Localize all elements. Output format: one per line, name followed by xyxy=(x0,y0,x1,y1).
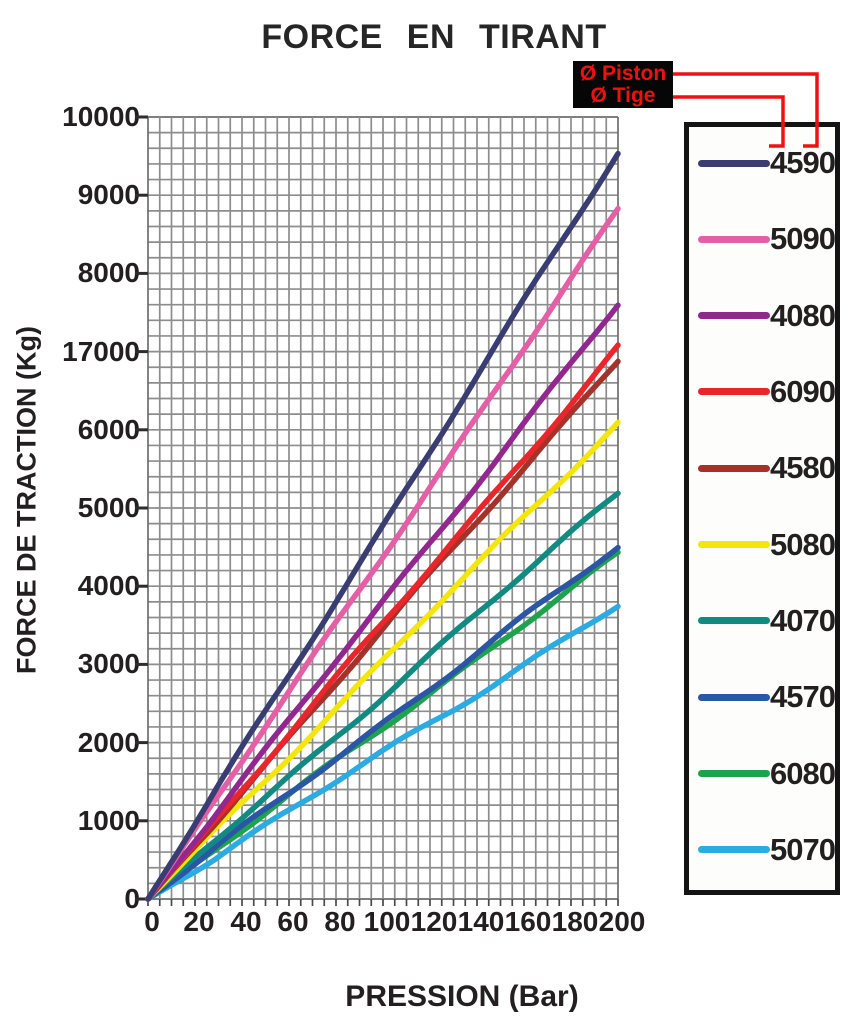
legend-swatch-4570 xyxy=(698,693,770,701)
x-tick-label-100: 100 xyxy=(363,906,411,937)
x-tick-label-120: 120 xyxy=(410,906,458,937)
legend-code-4070: 4070 xyxy=(770,602,836,638)
y-tick-label-5000: 5000 xyxy=(77,492,140,523)
legend-item-4080: 4080 xyxy=(689,297,836,334)
legend-code-5070: 5070 xyxy=(770,831,836,867)
y-tick-label-3000: 3000 xyxy=(77,648,140,680)
legend-code-6080: 6080 xyxy=(770,755,836,791)
legend-swatch-4590 xyxy=(698,159,770,167)
series-line-6080 xyxy=(145,549,621,902)
series-line-4070 xyxy=(145,490,621,902)
legend-item-4590: 4590 xyxy=(689,145,836,181)
x-tick-label-180: 180 xyxy=(551,906,599,937)
series-line-4080 xyxy=(145,302,621,902)
legend-swatch-6090 xyxy=(698,388,770,396)
series-line-4580 xyxy=(145,358,621,902)
series-line-5080 xyxy=(145,419,621,902)
y-tick-label-10000: 10000 xyxy=(62,101,140,132)
y-tick-label-0: 0 xyxy=(124,883,140,914)
legend-box: 4590 5090 4080 6090 4580 5080 4070 4570 6080 5070 xyxy=(684,122,840,895)
legend-swatch-6080 xyxy=(698,770,770,778)
tige-diameter-label: Ø Tige xyxy=(590,83,656,107)
y-tick-label-1000: 1000 xyxy=(77,804,140,836)
legend-code-4080: 4080 xyxy=(770,297,836,333)
legend-code-4580: 4580 xyxy=(770,450,836,486)
legend-code-6090: 6090 xyxy=(770,373,836,409)
legend-swatch-5090 xyxy=(698,235,770,243)
x-tick-label-0: 0 xyxy=(144,906,160,937)
x-tick-label-140: 140 xyxy=(457,906,505,937)
x-tick-label-60: 60 xyxy=(277,906,309,937)
legend-item-6090: 6090 xyxy=(689,373,836,410)
legend-swatch-4580 xyxy=(698,464,770,472)
legend-code-4590: 4590 xyxy=(770,145,836,180)
y-tick-label-6000: 6000 xyxy=(77,413,140,445)
legend-swatch-4080 xyxy=(698,312,770,320)
y-tick-label-4000: 4000 xyxy=(77,570,140,602)
legend-item-5080: 5080 xyxy=(689,526,836,563)
piston-diameter-label: Ø Piston xyxy=(579,61,667,85)
y-tick-label-17000: 17000 xyxy=(62,335,140,367)
legend-code-5090: 5090 xyxy=(770,221,836,257)
x-tick-label-80: 80 xyxy=(324,906,356,937)
series-line-5090 xyxy=(145,205,621,902)
legend-swatch-5080 xyxy=(698,541,770,549)
legend-item-4570: 4570 xyxy=(689,679,836,715)
series-line-4570 xyxy=(145,544,621,902)
legend-swatch-4070 xyxy=(698,617,770,625)
y-tick-label-8000: 8000 xyxy=(77,257,140,289)
legend-item-5090: 5090 xyxy=(689,221,836,257)
legend-code-5080: 5080 xyxy=(770,526,836,562)
chart-title: FORCE EN TIRANT xyxy=(261,18,607,56)
series-line-4590 xyxy=(145,150,621,902)
y-tick-label-2000: 2000 xyxy=(77,726,140,758)
y-tick-label-9000: 9000 xyxy=(77,179,140,211)
piston-tige-callout: Ø Piston Ø Tige xyxy=(573,61,673,108)
x-tick-label-20: 20 xyxy=(183,906,215,937)
legend-code-4570: 4570 xyxy=(770,679,836,715)
legend-item-4580: 4580 xyxy=(689,450,836,486)
x-tick-label-40: 40 xyxy=(230,906,262,937)
series-line-5070 xyxy=(145,603,621,902)
legend-item-5070: 5070 xyxy=(689,831,836,868)
legend-swatch-5070 xyxy=(698,846,770,854)
x-tick-label-200: 200 xyxy=(598,906,646,937)
legend-item-6080: 6080 xyxy=(689,755,836,792)
legend-item-4070: 4070 xyxy=(689,602,836,639)
x-tick-label-160: 160 xyxy=(504,906,552,937)
series-line-6090 xyxy=(145,342,621,902)
x-axis-title: PRESSION (Bar) xyxy=(345,980,579,1013)
